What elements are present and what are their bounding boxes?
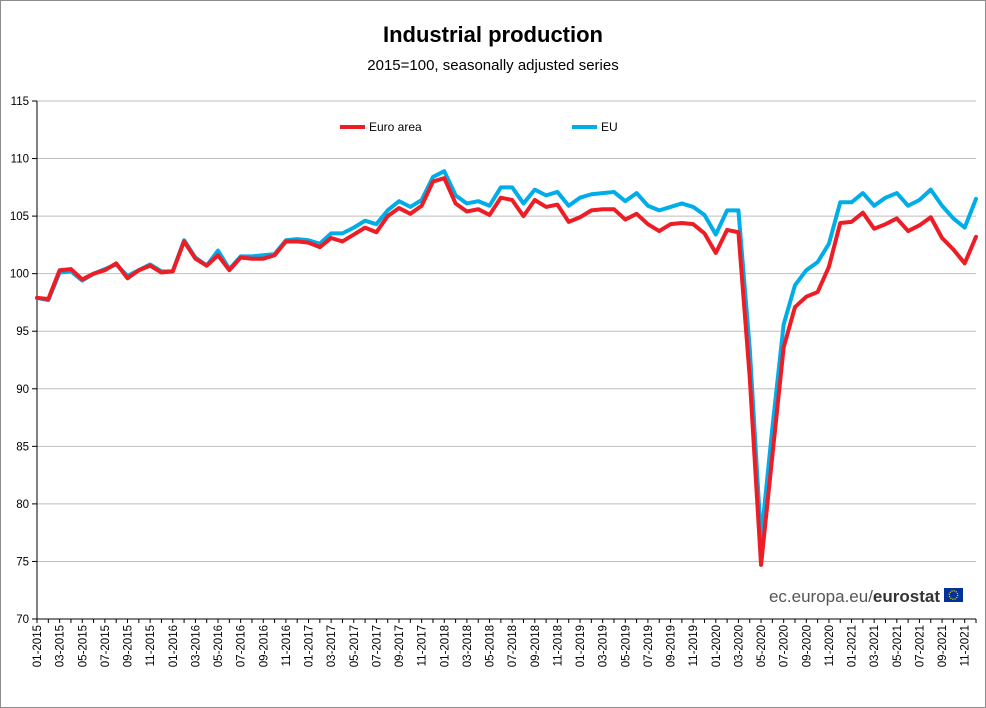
x-tick-label-09-2021: 09-2021: [937, 625, 949, 667]
eu-flag-icon: [944, 588, 963, 602]
legend-item-eu: EU: [572, 120, 618, 134]
y-tick-label-70: 70: [16, 614, 29, 626]
x-tick-label-09-2019: 09-2019: [666, 625, 678, 667]
y-tick-label-90: 90: [16, 384, 29, 396]
x-tick-label-01-2018: 01-2018: [439, 625, 451, 667]
x-tick-label-11-2019: 11-2019: [688, 625, 700, 666]
y-tick-label-115: 115: [11, 96, 29, 108]
x-tick-label-07-2019: 07-2019: [643, 625, 655, 667]
x-tick-label-07-2015: 07-2015: [100, 625, 112, 667]
x-tick-label-03-2019: 03-2019: [598, 625, 610, 667]
x-tick-label-01-2020: 01-2020: [711, 625, 723, 667]
source-text: ec.europa.eu/eurostat: [769, 587, 940, 606]
x-tick-label-05-2018: 05-2018: [485, 625, 497, 667]
x-tick-labels: 01-2015 03-2015 05-2015 07-2015 09-2015 11-20…: [32, 625, 972, 667]
series-line-eu: [35, 169, 978, 542]
legend: Euro area EU: [340, 120, 618, 134]
legend-label-euro-area: Euro area: [369, 120, 422, 134]
x-tick-label-07-2020: 07-2020: [779, 625, 791, 667]
axes: [32, 100, 977, 623]
x-tick-label-09-2020: 09-2020: [801, 625, 813, 667]
x-tick-label-03-2018: 03-2018: [462, 625, 474, 667]
x-tick-label-05-2016: 05-2016: [213, 625, 225, 667]
x-tick-label-03-2016: 03-2016: [190, 625, 202, 667]
source-domain: ec.europa.eu/: [769, 587, 873, 606]
x-tick-label-07-2018: 07-2018: [507, 625, 519, 667]
x-tick-label-07-2021: 07-2021: [914, 625, 926, 667]
legend-label-eu: EU: [601, 120, 618, 134]
x-tick-label-01-2021: 01-2021: [847, 625, 859, 667]
x-tick-label-11-2020: 11-2020: [824, 625, 836, 666]
x-tick-label-01-2016: 01-2016: [168, 625, 180, 667]
y-tick-label-95: 95: [16, 326, 29, 338]
y-tick-label-100: 100: [10, 269, 29, 281]
source-brand: eurostat: [873, 587, 940, 606]
series-line-euro-area: [35, 176, 978, 567]
x-tick-label-11-2018: 11-2018: [552, 625, 564, 666]
x-tick-label-05-2021: 05-2021: [892, 625, 904, 667]
source-credit: ec.europa.eu/eurostat: [769, 587, 963, 606]
x-tick-label-09-2015: 09-2015: [123, 625, 135, 667]
x-tick-label-03-2017: 03-2017: [326, 625, 338, 667]
y-tick-label-75: 75: [16, 556, 29, 568]
series-lines: [35, 169, 978, 567]
x-tick-label-03-2021: 03-2021: [869, 625, 881, 667]
y-tick-labels: 70 75 80 85 90 95 100 105 110 115: [10, 96, 29, 626]
x-tick-label-07-2017: 07-2017: [371, 625, 383, 667]
x-tick-label-09-2016: 09-2016: [258, 625, 270, 667]
x-tick-label-07-2016: 07-2016: [236, 625, 248, 667]
chart-title: Industrial production: [383, 22, 603, 47]
x-tick-label-01-2017: 01-2017: [304, 625, 316, 667]
chart-subtitle: 2015=100, seasonally adjusted series: [367, 57, 619, 74]
x-tick-label-05-2019: 05-2019: [620, 625, 632, 667]
y-tick-label-80: 80: [16, 499, 29, 511]
x-tick-label-01-2015: 01-2015: [32, 625, 44, 667]
x-tick-label-11-2017: 11-2017: [417, 625, 429, 666]
x-tick-label-05-2017: 05-2017: [349, 625, 361, 667]
x-tick-label-03-2020: 03-2020: [733, 625, 745, 667]
x-tick-label-11-2021: 11-2021: [960, 625, 972, 666]
x-tick-label-11-2016: 11-2016: [281, 625, 293, 666]
y-tick-label-85: 85: [16, 441, 29, 453]
x-tick-label-05-2015: 05-2015: [77, 625, 89, 667]
x-tick-label-09-2018: 09-2018: [530, 625, 542, 667]
y-tick-label-110: 110: [11, 154, 29, 166]
x-tick-label-05-2020: 05-2020: [756, 625, 768, 667]
y-tick-label-105: 105: [10, 211, 29, 223]
legend-item-euro-area: Euro area: [340, 120, 422, 134]
x-tick-label-09-2017: 09-2017: [394, 625, 406, 667]
x-tick-label-03-2015: 03-2015: [55, 625, 67, 667]
x-tick-label-11-2015: 11-2015: [145, 625, 157, 666]
x-tick-label-01-2019: 01-2019: [575, 625, 587, 667]
gridlines: [37, 100, 976, 562]
